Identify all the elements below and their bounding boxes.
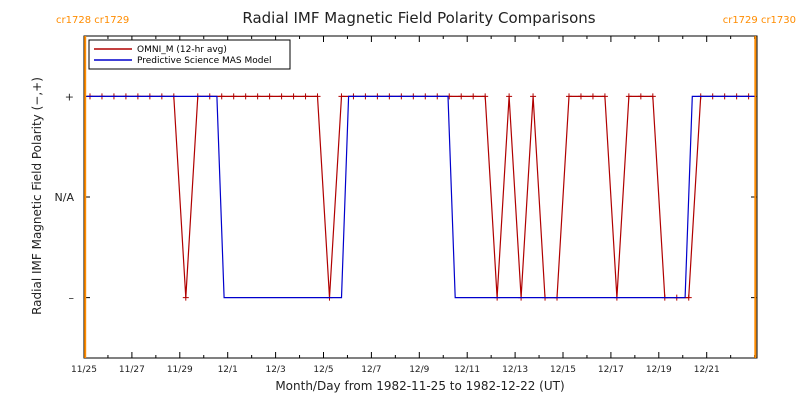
data-point	[649, 93, 656, 100]
y-tick-label: +	[65, 90, 74, 103]
y-tick-label: –	[69, 292, 75, 305]
data-point	[685, 294, 692, 301]
x-tick-label: 12/13	[502, 365, 528, 375]
series-line-1	[86, 95, 755, 299]
data-point	[230, 93, 237, 100]
x-tick-label: 12/19	[646, 365, 672, 375]
plot-frame	[83, 35, 758, 359]
legend-box	[88, 39, 291, 70]
data-point	[338, 93, 345, 100]
legend-entry-0: OMNI_M (12-hr avg)	[137, 45, 227, 55]
data-point	[625, 93, 632, 100]
x-tick-label: 12/3	[265, 365, 285, 375]
x-tick-label: 11/27	[119, 365, 145, 375]
legend-entry-1: Predictive Science MAS Model	[137, 56, 272, 66]
data-point	[577, 93, 584, 100]
x-tick-label: 12/9	[409, 365, 429, 375]
x-tick-label: 12/17	[598, 365, 624, 375]
carrington-label-right: cr1729 cr1730	[723, 15, 796, 26]
data-point	[506, 93, 513, 100]
data-point	[302, 93, 309, 100]
data-point	[589, 93, 596, 100]
x-tick-label: 11/29	[167, 365, 193, 375]
data-point	[458, 93, 465, 100]
data-point	[182, 294, 189, 301]
data-point	[266, 93, 273, 100]
data-point	[314, 93, 321, 100]
data-point	[290, 93, 297, 100]
data-point	[530, 93, 537, 100]
x-tick-label: 12/15	[550, 365, 576, 375]
plot-area: 11/25 11/27 11/29 12/1 12/3 12/5 12/7 12/9 12/11…	[55, 35, 758, 375]
carrington-label-left: cr1728 cr1729	[56, 15, 129, 26]
x-tick-label: 12/1	[218, 365, 238, 375]
data-point	[637, 93, 644, 100]
chart-title: Radial IMF Magnetic Field Polarity Compa…	[242, 9, 595, 27]
y-tick-label: N/A	[55, 191, 75, 204]
x-axis-label: Month/Day from 1982-11-25 to 1982-12-22 …	[275, 379, 564, 393]
data-point	[482, 93, 489, 100]
data-point	[565, 93, 572, 100]
data-point	[278, 93, 285, 100]
data-point	[218, 93, 225, 100]
x-tick-label: 12/7	[361, 365, 381, 375]
data-point	[601, 93, 608, 100]
x-tick-label: 11/25	[71, 365, 97, 375]
data-point	[254, 93, 261, 100]
data-point	[242, 93, 249, 100]
y-axis-label: Radial IMF Magnetic Field Polarity (−,+)	[30, 77, 44, 315]
legend: OMNI_M (12-hr avg)Predictive Science MAS…	[88, 39, 291, 70]
series-line-0	[90, 95, 749, 299]
x-tick-label: 12/11	[454, 365, 480, 375]
data-point	[470, 93, 477, 100]
x-tick-label: 12/21	[694, 365, 720, 375]
x-tick-label: 12/5	[313, 365, 333, 375]
